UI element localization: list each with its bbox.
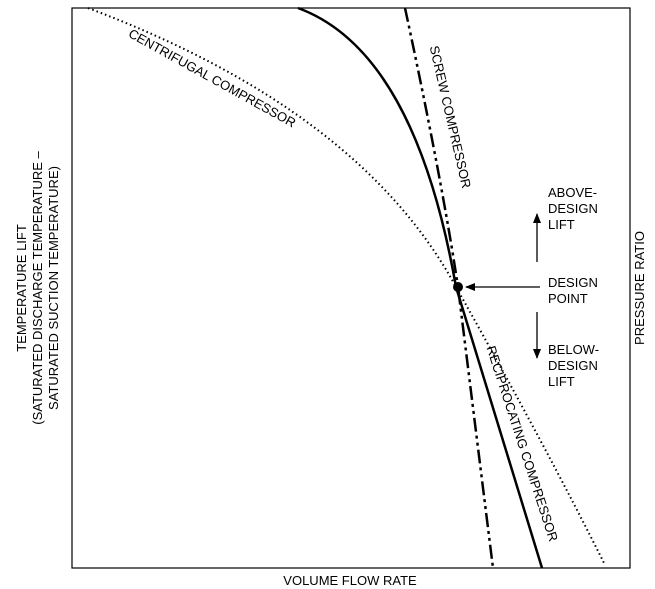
annotation-line: POINT [548,291,588,306]
screw-curve [403,7,495,569]
y-axis-label-line: TEMPERATURE LIFT [14,224,29,352]
x-axis-label: VOLUME FLOW RATE [283,573,417,588]
y-axis-label-line: (SATURATED DISCHARGE TEMPERATURE – [30,150,45,424]
annotation-line: DESIGN [548,201,598,216]
right-axis-label: PRESSURE RATIO [632,231,647,345]
annotation-line: DESIGN [548,358,598,373]
annotation-line: DESIGN [548,275,598,290]
reciprocating-curve [297,6,544,569]
curve-label: CENTRIFUGAL COMPRESSOR [126,26,298,131]
annotation-line: LIFT [548,217,575,232]
design-point [453,282,463,292]
y-axis-label: TEMPERATURE LIFT (SATURATED DISCHARGE TEM… [14,150,61,424]
y-axis-label-line: SATURATED SUCTION TEMPERATURE) [46,166,61,410]
plot-frame [71,7,631,569]
annotation-line: ABOVE- [548,185,597,200]
annotations: ABOVE-DESIGNLIFTDESIGNPOINTBELOW-DESIGNL… [548,185,599,389]
annotation-line: BELOW- [548,342,599,357]
curve-label: SCREW COMPRESSOR [427,44,474,190]
annotation-line: LIFT [548,374,575,389]
